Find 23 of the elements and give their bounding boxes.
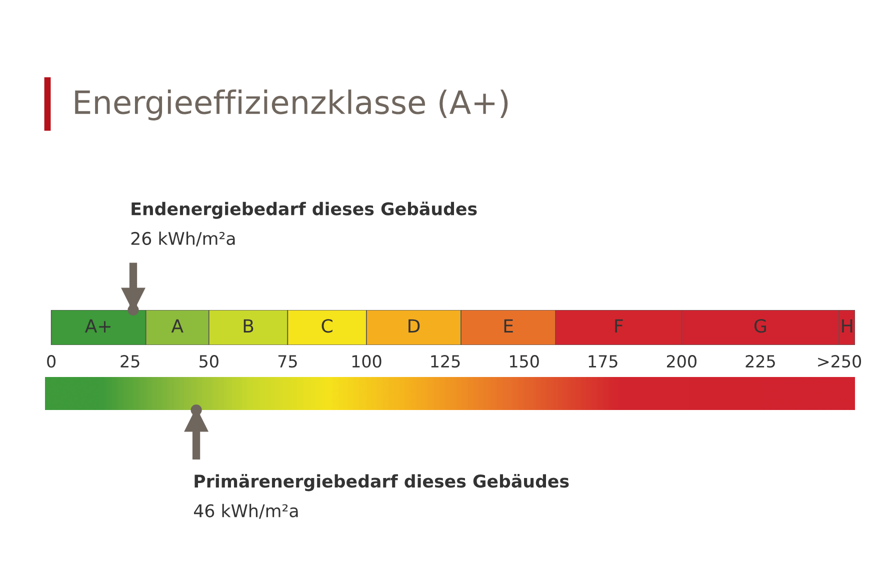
x-tick-label: 75 [278,355,297,368]
ref-line-label: Primärenergiebedarf dieses Gebäudes 46 kWh/m²a [194,474,569,519]
x-tick-label: 25 [120,355,140,368]
series-label: B [244,319,254,332]
series-label: F [615,319,623,332]
x-tick-label: >250 [818,355,862,368]
x-tick-label: 200 [666,355,696,368]
x-tick-label: 150 [510,355,539,368]
series-label: A+ [84,319,110,332]
x-tick-label: 225 [746,355,775,368]
x-tick-label: 125 [431,355,460,368]
x-tick-label: 175 [588,355,618,368]
series-label: D [408,319,420,332]
series-label: E [504,319,513,332]
series-label: G [754,319,766,333]
x-tick-label: 100 [352,355,382,368]
series-label: H [842,319,852,332]
series-label: C [322,319,332,333]
x-tick-label: 50 [200,355,218,368]
x-tick-label: 0 [47,355,56,368]
series-label: A [171,319,184,332]
ref-line-label: Endenergiebedarf dieses Gebäudes 26 kWh/m²a [131,202,477,246]
chart-title: Energieeffizienzklasse (A+) [75,90,508,120]
